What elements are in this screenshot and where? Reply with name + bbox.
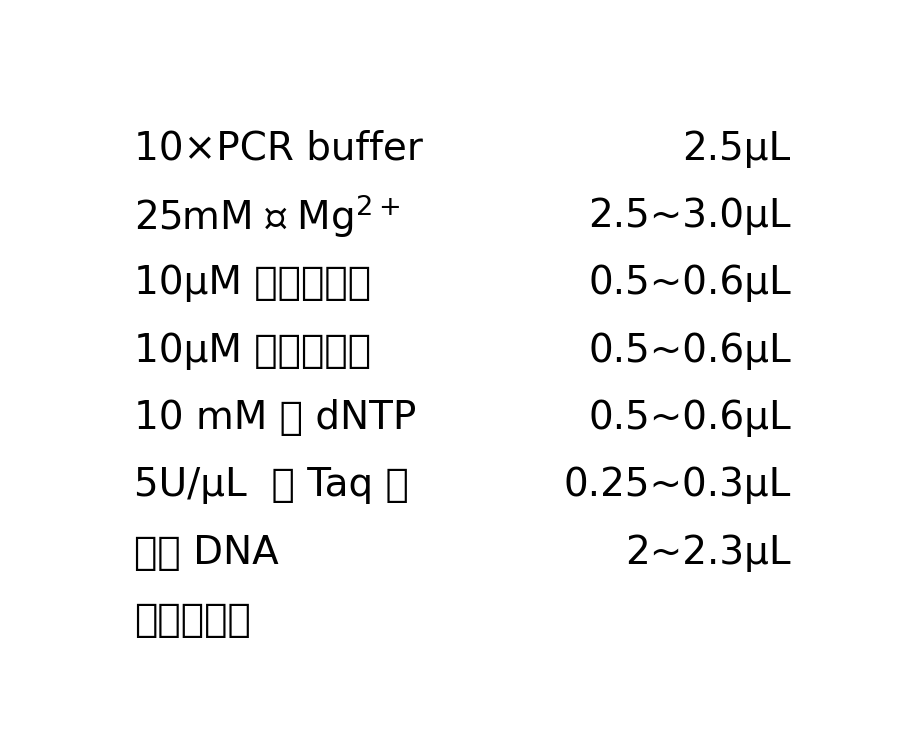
Text: 5U/μL  的 Taq 酶: 5U/μL 的 Taq 酶 <box>133 467 409 505</box>
Text: 10μM 的上游引物: 10μM 的上游引物 <box>133 265 371 302</box>
Text: 0.25~0.3μL: 0.25~0.3μL <box>564 467 791 505</box>
Text: 0.5~0.6μL: 0.5~0.6μL <box>588 332 791 370</box>
Text: 2~2.3μL: 2~2.3μL <box>625 534 791 572</box>
Text: 25mM 的 Mg$^{2+}$: 25mM 的 Mg$^{2+}$ <box>133 193 400 240</box>
Text: 10μM 的下游引物: 10μM 的下游引物 <box>133 332 371 370</box>
Text: 10 mM 的 dNTP: 10 mM 的 dNTP <box>133 399 416 437</box>
Text: 0.5~0.6μL: 0.5~0.6μL <box>588 399 791 437</box>
Text: 余量为水。: 余量为水。 <box>133 601 251 639</box>
Text: 2.5μL: 2.5μL <box>683 130 791 167</box>
Text: 10×PCR buffer: 10×PCR buffer <box>133 130 423 167</box>
Text: 0.5~0.6μL: 0.5~0.6μL <box>588 265 791 302</box>
Text: 模板 DNA: 模板 DNA <box>133 534 279 572</box>
Text: 2.5~3.0μL: 2.5~3.0μL <box>588 197 791 235</box>
